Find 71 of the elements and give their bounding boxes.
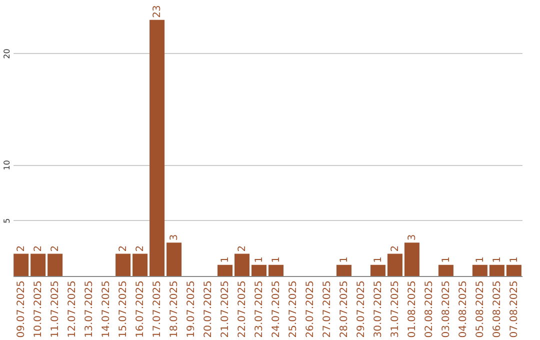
x-tick-label: 09.07.2025 [16,280,28,338]
data-label: 2 [16,245,28,252]
x-tick-label: 11.07.2025 [50,280,62,338]
x-tick-label: 10.07.2025 [33,280,44,338]
x-tick-label: 26.07.2025 [304,280,316,338]
bar [150,20,165,276]
bar [30,254,46,276]
x-tick-label: 13.07.2025 [84,280,96,338]
x-tick-label: 01.08.2025 [406,280,418,338]
data-label: 1 [372,256,384,263]
data-label: 1 [270,256,282,263]
bar [14,254,29,276]
x-tick-label: 18.07.2025 [169,280,180,338]
bar [268,264,284,276]
data-label: 1 [492,256,503,263]
y-tick-label: 10 [2,160,12,170]
y-tick-label: 20 [2,48,12,59]
bar [438,264,454,276]
x-tick-label: 14.07.2025 [101,280,112,338]
x-tick-label: 23.07.2025 [254,280,266,338]
data-label: 2 [33,245,44,252]
data-label: 1 [508,256,520,263]
x-tick-label: 22.07.2025 [237,280,248,338]
bar [252,264,267,276]
x-tick-label: 30.07.2025 [372,280,384,338]
data-label: 3 [169,234,180,241]
data-label: 2 [237,245,248,252]
bar [506,264,522,276]
bar [116,254,131,276]
x-tick-label: 07.08.2025 [508,280,520,338]
x-tick-label: 21.07.2025 [220,280,232,338]
data-label: 2 [390,245,401,252]
bar [48,254,63,276]
x-tick-label: 12.07.2025 [67,280,78,338]
data-label: 1 [474,256,486,263]
bar [387,254,402,276]
y-tick-label: 5 [2,218,12,224]
x-tick-label: 31.07.2025 [390,280,401,338]
data-label: 1 [220,256,232,263]
data-label: 1 [440,256,452,263]
x-tick-label: 20.07.2025 [203,280,214,338]
bar [166,242,182,276]
x-tick-label: 02.08.2025 [424,280,435,338]
x-tick-label: 25.07.2025 [288,280,299,338]
x-tick-label: 29.07.2025 [356,280,367,338]
bar [472,264,488,276]
bar [404,242,420,276]
data-label: 23 [152,5,164,18]
x-tick-label: 06.08.2025 [492,280,503,338]
x-tick-label: 28.07.2025 [338,280,350,338]
data-label: 1 [338,256,350,263]
x-tick-label: 19.07.2025 [186,280,198,338]
bar [132,254,148,276]
x-tick-label: 24.07.2025 [270,280,282,338]
x-tick-label: 05.08.2025 [474,280,486,338]
bar [370,264,386,276]
bar [218,264,233,276]
x-tick-label: 04.08.2025 [458,280,469,338]
x-tick-label: 27.07.2025 [322,280,333,338]
x-tick-label: 03.08.2025 [440,280,452,338]
x-tick-label: 16.07.2025 [135,280,146,338]
x-tick-label: 17.07.2025 [152,280,164,338]
bar [336,264,352,276]
bar [234,254,250,276]
bar [489,264,504,276]
data-label: 1 [254,256,266,263]
data-label: 3 [406,234,418,241]
data-label: 2 [118,245,130,252]
x-tick-label: 15.07.2025 [118,280,130,338]
data-label: 2 [135,245,146,252]
data-label: 2 [50,245,62,252]
